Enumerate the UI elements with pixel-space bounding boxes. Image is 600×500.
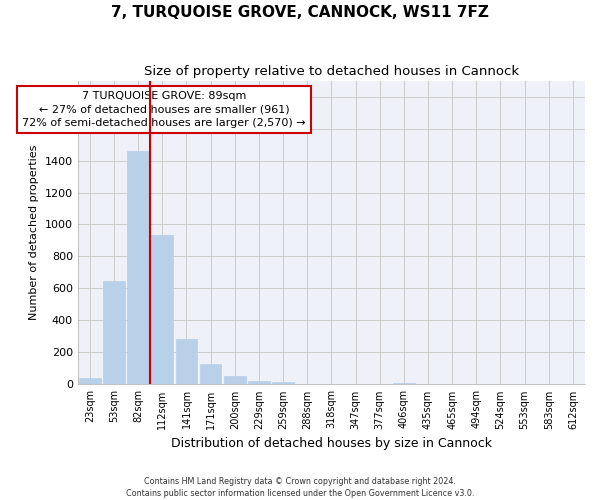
Y-axis label: Number of detached properties: Number of detached properties [29,145,39,320]
Bar [272,382,294,384]
X-axis label: Distribution of detached houses by size in Cannock: Distribution of detached houses by size … [171,437,492,450]
Text: Contains HM Land Registry data © Crown copyright and database right 2024.
Contai: Contains HM Land Registry data © Crown c… [126,476,474,498]
Bar [176,339,197,384]
Bar [393,383,415,384]
Bar [151,235,173,384]
Bar [248,381,270,384]
Bar [200,364,221,384]
Title: Size of property relative to detached houses in Cannock: Size of property relative to detached ho… [144,65,519,78]
Bar [103,282,125,385]
Bar [224,376,245,384]
Bar [127,151,149,384]
Text: 7 TURQUOISE GROVE: 89sqm
← 27% of detached houses are smaller (961)
72% of semi-: 7 TURQUOISE GROVE: 89sqm ← 27% of detach… [22,91,306,128]
Text: 7, TURQUOISE GROVE, CANNOCK, WS11 7FZ: 7, TURQUOISE GROVE, CANNOCK, WS11 7FZ [111,5,489,20]
Bar [79,378,101,384]
